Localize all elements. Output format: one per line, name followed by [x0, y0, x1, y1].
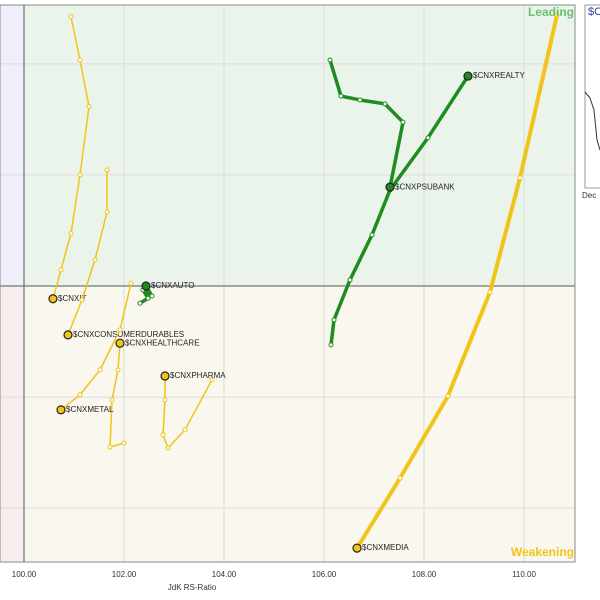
- trail-point: [400, 119, 406, 125]
- series-label: $CNXCONSUMERDURABLES: [73, 330, 184, 339]
- inset-line: [584, 91, 600, 151]
- head-point: [352, 543, 362, 553]
- trail: [162, 375, 213, 449]
- trail-point: [117, 327, 123, 333]
- trail-point: [328, 342, 334, 348]
- trail-point: [347, 277, 353, 283]
- trail-point: [68, 14, 74, 20]
- trail-point: [160, 432, 166, 438]
- trail-point: [79, 297, 85, 303]
- trail-point: [109, 397, 115, 403]
- series-label: $CNXHEALTHCARE: [125, 338, 200, 347]
- inset-frame: [584, 4, 600, 189]
- quadrant-leading: [24, 5, 575, 286]
- trail-point: [121, 440, 127, 446]
- x-tick-label: 110.00: [512, 570, 536, 579]
- series-label: $CNXREALTY: [473, 71, 526, 80]
- trail-point: [517, 175, 523, 181]
- series-label: $CNXPSUBANK: [395, 182, 455, 191]
- trail-point: [68, 230, 74, 236]
- head-point: [385, 182, 395, 192]
- x-tick-label: 106.00: [312, 570, 337, 579]
- trail-point: [149, 293, 155, 299]
- head-point: [48, 294, 58, 304]
- head-point: [63, 330, 73, 340]
- trail-point: [145, 295, 151, 301]
- trail-point: [209, 377, 215, 383]
- series-label: $CNXMETAL: [66, 405, 114, 414]
- x-axis-label: JdK RS-Ratio: [168, 583, 217, 592]
- trail-point: [77, 392, 83, 398]
- trail-point: [104, 167, 110, 173]
- x-tick-label: 108.00: [412, 570, 437, 579]
- trail-point: [327, 57, 333, 63]
- trail-point: [357, 97, 363, 103]
- trail-point: [331, 317, 337, 323]
- trail-point: [165, 445, 171, 451]
- trail-point: [107, 444, 113, 450]
- trail-point: [128, 280, 134, 286]
- trail-point: [382, 101, 388, 107]
- trail-point: [137, 300, 143, 306]
- trail-point: [338, 93, 344, 99]
- quadrant-label: Leading: [528, 5, 574, 19]
- trail-point: [425, 135, 431, 141]
- trail-point: [86, 104, 92, 110]
- plot-area: $CNXREALTY $CNXPSUBANK $CNXAUTO $CNXMEDIA $C…: [0, 4, 576, 563]
- x-tick-label: 104.00: [212, 570, 237, 579]
- trail-point: [58, 267, 64, 273]
- quadrant-weakening: [24, 285, 575, 562]
- quadrant-lagging: [0, 285, 24, 562]
- trail-point: [97, 367, 103, 373]
- x-tick-label: 102.00: [112, 570, 137, 579]
- inset-title: $C: [588, 6, 600, 18]
- trail-point: [115, 367, 121, 373]
- x-tick-label: 100.00: [12, 570, 37, 579]
- inset-x-label: Dec: [582, 191, 596, 200]
- trail-point: [554, 12, 560, 18]
- trail: [328, 58, 405, 189]
- series-label: $CNXIT: [58, 294, 87, 303]
- quadrant-improving: [0, 5, 24, 286]
- trail-point: [397, 475, 403, 481]
- trail-point: [77, 172, 83, 178]
- series-label: $CNXMEDIA: [362, 543, 409, 552]
- trail-point: [77, 57, 83, 63]
- trail-point: [92, 257, 98, 263]
- trail-point: [369, 232, 375, 238]
- head-point: [115, 338, 125, 348]
- head-point: [160, 371, 170, 381]
- series-label: $CNXPHARMA: [170, 371, 226, 380]
- trail: [355, 12, 559, 551]
- trail-point: [182, 427, 188, 433]
- head-point: [141, 281, 151, 291]
- trail-point: [445, 393, 451, 399]
- trail-point: [487, 289, 493, 295]
- head-point: [463, 71, 473, 81]
- trail-point: [162, 397, 168, 403]
- head-point: [56, 405, 66, 415]
- series-label: $CNXAUTO: [151, 281, 194, 290]
- plot-frame: [0, 4, 576, 563]
- trail-point: [104, 209, 110, 215]
- quadrant-label: Weakening: [511, 545, 574, 559]
